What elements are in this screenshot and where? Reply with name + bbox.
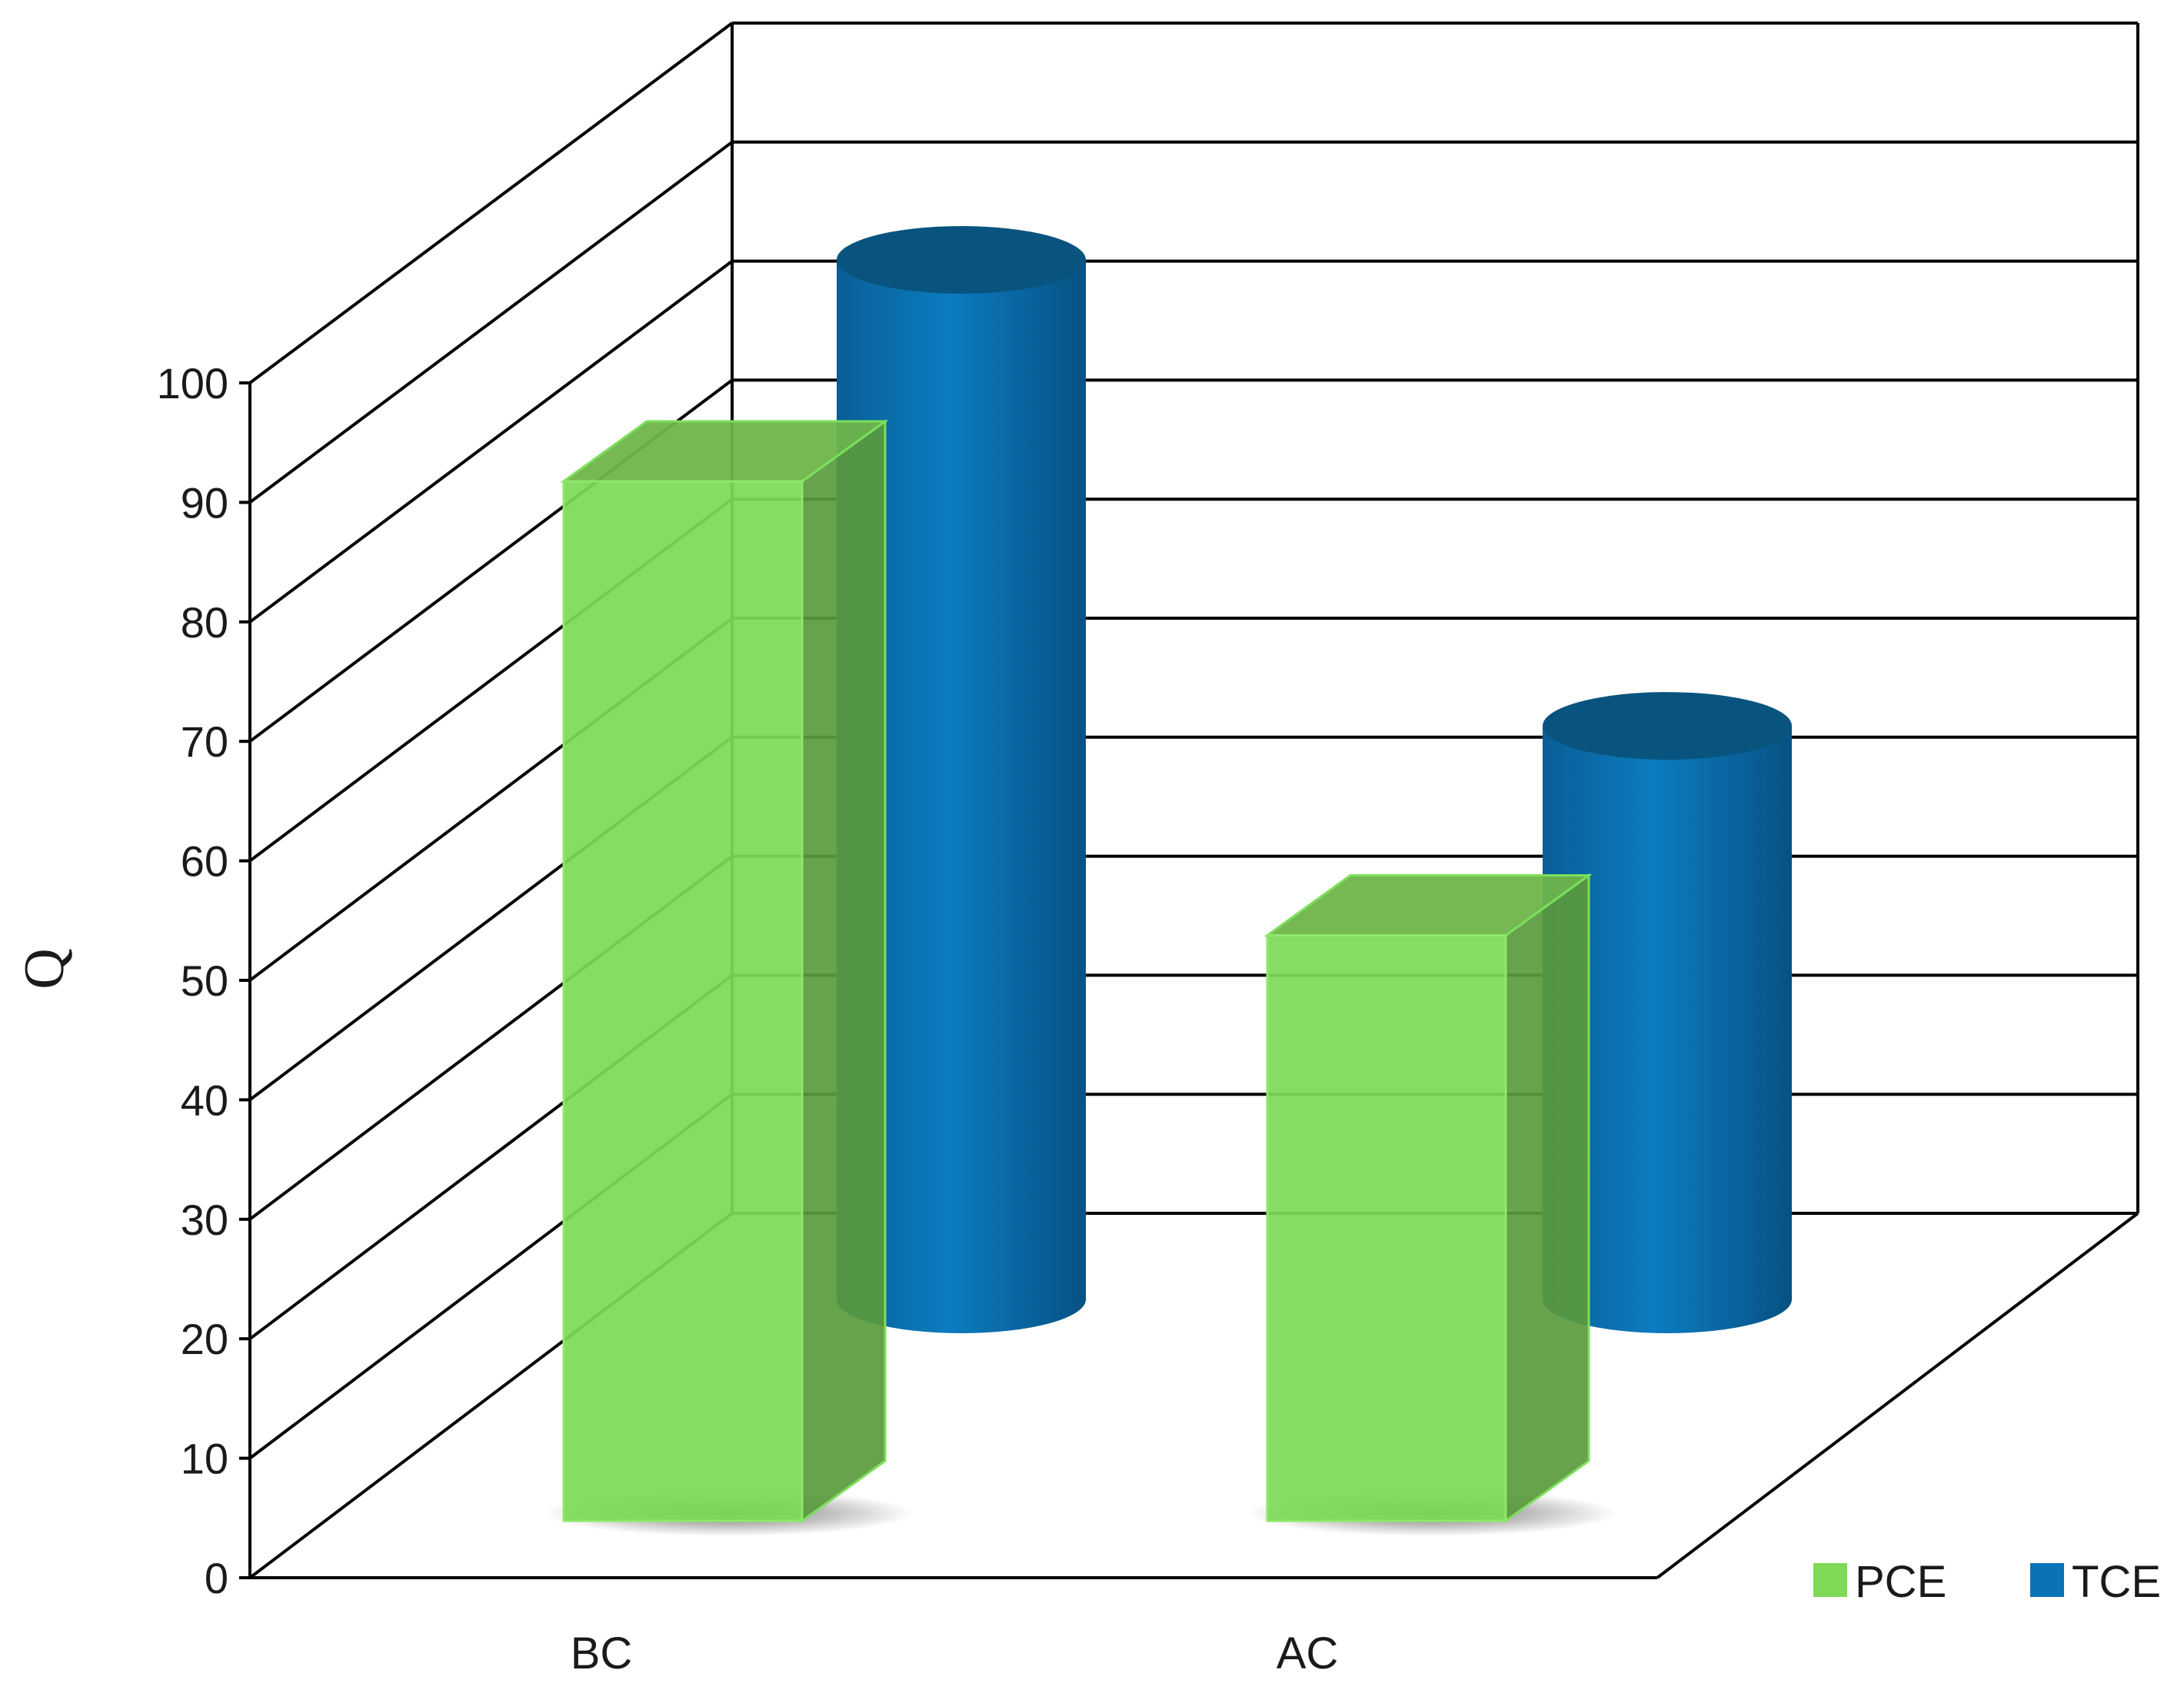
grid [239,22,2139,1579]
cylinder-base [1543,1266,1792,1333]
box-side [1504,873,1590,1523]
side-gridline [248,141,734,504]
y-axis-label: Q [13,948,76,989]
y-tick-label: 0 [205,1554,228,1602]
y-tick-label: 100 [157,359,228,408]
x-tick-label-AC: AC [1277,1628,1339,1678]
axis-labels: Q [13,948,76,989]
box-front [562,480,804,1522]
y-tick-label: 90 [181,478,228,527]
cylinder-top [1543,692,1792,760]
y-tick-label: 70 [181,717,228,766]
y-tick-label: 10 [181,1435,228,1483]
y-tick-label: 50 [181,956,228,1005]
legend-swatch-pce [1813,1563,1847,1597]
y-tick-label: 40 [181,1076,228,1124]
y-tick-label: 30 [181,1196,228,1244]
y-tick-labels: 0 10 20 30 40 50 60 70 80 90 100 [157,359,228,1602]
x-tick-label-BC: BC [571,1628,633,1678]
cylinder-top [837,226,1086,294]
y-tick-label: 80 [181,598,228,647]
pce-bar-BC [560,419,889,1523]
side-gridline [248,259,734,624]
series-pce [560,419,1593,1523]
legend-label-pce: PCE [1855,1557,1946,1607]
y-tick-label: 20 [181,1315,228,1363]
pce-bar-AC [1263,873,1593,1523]
x-tick-labels: BC AC [571,1628,1339,1678]
cylinder-base [837,1266,1086,1333]
legend: PCE TCE [1813,1557,2161,1607]
legend-label-tce: TCE [2072,1557,2161,1607]
legend-swatch-tce [2030,1563,2064,1597]
side-gridline [248,22,734,384]
box-front [1266,934,1507,1522]
box-side [801,419,887,1523]
y-tick-label: 60 [181,837,228,886]
floor-right-edge [1656,1212,2139,1579]
